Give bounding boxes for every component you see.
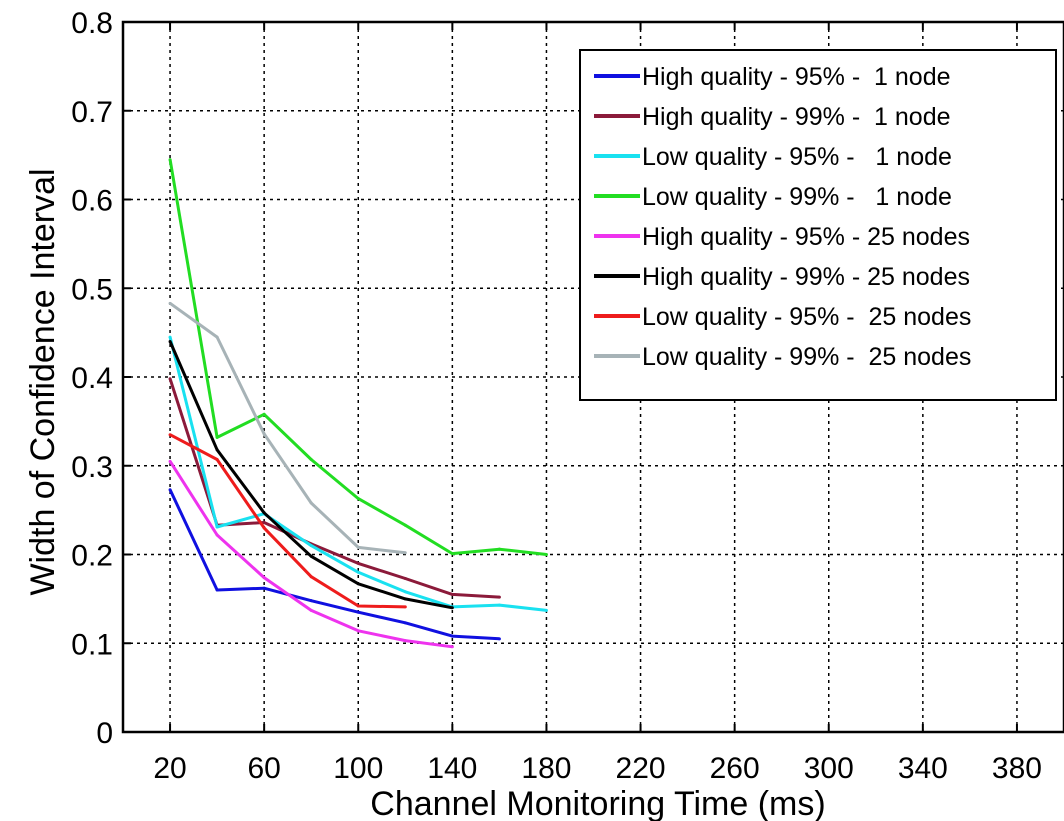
series-3-point [544, 608, 548, 612]
series-5-point [215, 533, 219, 537]
legend-label: High quality - 95% - 25 nodes [642, 223, 970, 251]
series-5-point [356, 629, 360, 633]
series-4-point [450, 552, 454, 556]
x-tick-label: 140 [427, 752, 477, 785]
legend-label: Low quality - 95% - 25 nodes [642, 303, 971, 331]
legend-label: Low quality - 95% - 1 node [642, 143, 952, 171]
series-2-point [403, 576, 407, 580]
series-4-point [497, 547, 501, 551]
series-4-point [544, 553, 548, 556]
series-8-point [168, 301, 172, 305]
series-7-point [262, 526, 266, 530]
series-2-point [168, 377, 172, 381]
legend: High quality - 95% - 1 node High quality … [579, 49, 1057, 401]
series-3-point [497, 603, 501, 607]
series-2-point [356, 561, 360, 565]
legend-label: Low quality - 99% - 25 nodes [642, 343, 971, 371]
series-1-point [497, 637, 501, 641]
series-8-point [309, 501, 313, 505]
x-tick-label: 300 [804, 752, 854, 785]
series-6-point [262, 511, 266, 515]
x-tick-label: 20 [153, 752, 186, 785]
y-tick-label: 0.3 [71, 451, 113, 484]
x-tick-label: 340 [898, 752, 948, 785]
series-7-point [215, 458, 219, 462]
series-4-point [215, 435, 219, 439]
series-7-point [403, 605, 407, 609]
y-axis-title: Width of Confidence Interval [24, 168, 62, 595]
series-3-point [168, 335, 172, 339]
series-6-point [168, 340, 172, 343]
series-1-point [215, 588, 219, 592]
legend-box [579, 49, 1057, 401]
y-tick-label: 0.4 [71, 362, 113, 395]
series-8-point [262, 432, 266, 436]
y-tick-label: 0 [96, 717, 113, 750]
series-3-point [356, 570, 360, 574]
series-5-point [309, 608, 313, 612]
series-8-point [215, 335, 219, 339]
x-axis-title: Channel Monitoring Time (ms) [370, 785, 825, 821]
series-6-point [356, 582, 360, 586]
series-4-point [403, 523, 407, 527]
series-1-point [262, 586, 266, 590]
series-3-point [403, 590, 407, 594]
series-8-point [403, 551, 407, 555]
series-4-point [309, 458, 313, 462]
series-1-point [450, 634, 454, 638]
y-tick-label: 0.1 [71, 628, 113, 661]
y-axis: 0 0.1 0.2 0.3 0.4 0.5 0.6 0.7 0.8 [71, 7, 131, 750]
series-1-point [356, 610, 360, 614]
series-7-point [309, 575, 313, 579]
x-tick-label: 260 [710, 752, 760, 785]
series-5-point [450, 645, 454, 649]
series-6-point [309, 554, 313, 558]
series-line-1 [168, 489, 500, 641]
series-7-point [168, 433, 172, 437]
series-2-point [450, 592, 454, 596]
series-6-point [450, 606, 454, 610]
series-2-point [262, 521, 266, 525]
series-3-point [215, 525, 219, 529]
x-tick-label: 220 [616, 752, 666, 785]
series-6-point [403, 597, 407, 601]
series-4-point [168, 158, 172, 162]
series-8-point [356, 545, 360, 549]
legend-label: High quality - 99% - 25 nodes [642, 263, 970, 291]
series-4-point [262, 412, 266, 416]
series-2-point [497, 595, 501, 599]
series-3-point [309, 544, 313, 548]
x-tick-label: 100 [333, 752, 383, 785]
series-5-point [168, 459, 172, 463]
series-1-point [403, 621, 407, 625]
y-tick-label: 0.7 [71, 96, 113, 129]
series-line-8 [169, 302, 406, 555]
y-tick-label: 0.8 [71, 7, 113, 40]
legend-label: Low quality - 99% - 1 node [642, 183, 952, 211]
series-1-point [309, 599, 313, 603]
x-tick-label: 380 [992, 752, 1042, 785]
x-tick-label: 60 [247, 752, 280, 785]
legend-label: High quality - 99% - 1 node [642, 103, 951, 131]
x-tick-label: 180 [521, 752, 571, 785]
series-line-7 [169, 433, 406, 609]
series-5-point [403, 639, 407, 643]
series-4-point [356, 497, 360, 501]
x-axis: 20 60 100 140 180 220 260 300 340 380 [153, 22, 1042, 785]
series-6-point [215, 448, 219, 452]
series-7-point [356, 604, 360, 608]
legend-label: High quality - 95% - 1 node [642, 63, 951, 91]
y-tick-label: 0.5 [71, 273, 113, 306]
series-1-point [168, 488, 172, 492]
series-5-point [262, 576, 266, 580]
y-tick-label: 0.2 [71, 540, 113, 573]
y-tick-label: 0.6 [71, 185, 113, 218]
series-group [168, 158, 548, 649]
